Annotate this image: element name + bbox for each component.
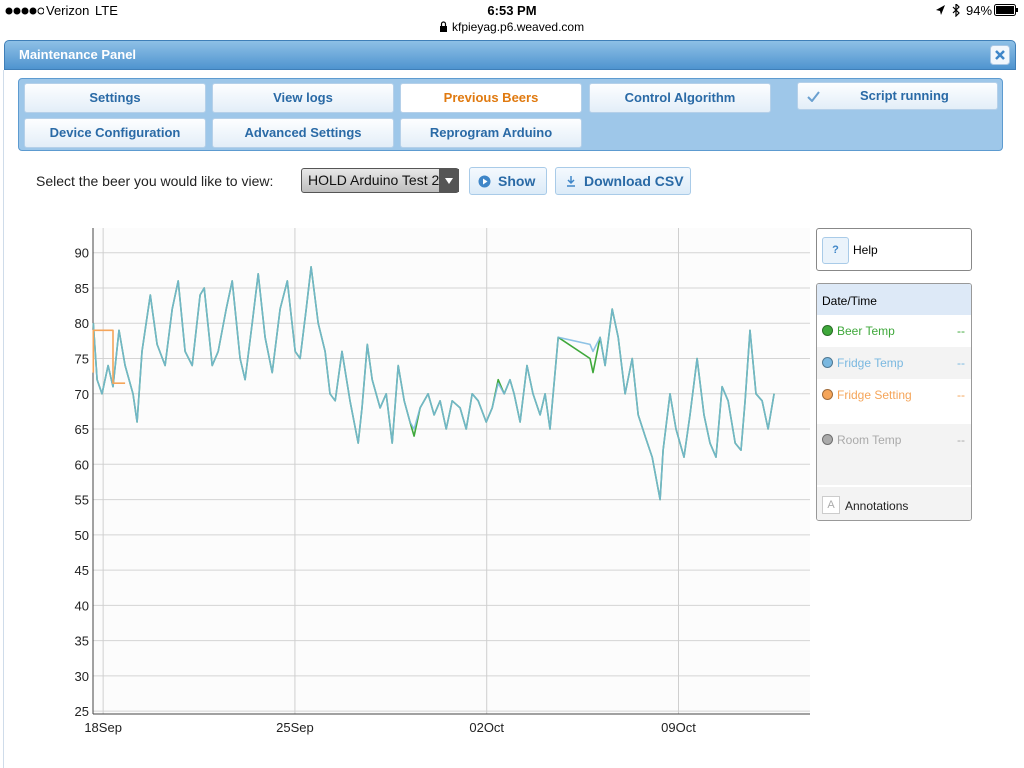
- legend-readout: --: [957, 433, 965, 447]
- tab[interactable]: Previous Beers: [400, 83, 582, 113]
- download-icon: [567, 176, 575, 187]
- script-status: Script running: [797, 82, 998, 110]
- legend-swatch: [822, 357, 833, 368]
- tab[interactable]: Settings: [24, 83, 206, 113]
- status-icons: [936, 4, 960, 17]
- battery-icon: [994, 4, 1018, 16]
- y-tick-label: 30: [75, 669, 89, 684]
- y-tick-label: 65: [75, 422, 89, 437]
- legend-header-text: Date/Time: [822, 294, 877, 308]
- legend-swatch: [822, 389, 833, 400]
- tab[interactable]: Reprogram Arduino: [400, 118, 582, 148]
- series-line: [92, 266, 775, 501]
- show-button[interactable]: Show: [469, 167, 547, 195]
- y-tick-label: 60: [75, 457, 89, 472]
- y-tick-label: 90: [75, 246, 89, 261]
- legend-header: Date/Time: [817, 284, 971, 315]
- lock-icon: [440, 21, 447, 32]
- legend-label: Room Temp: [837, 433, 902, 447]
- show-label: Show: [498, 173, 536, 189]
- network: LTE: [95, 3, 118, 18]
- dropdown-arrow: [439, 169, 459, 192]
- page-border: [3, 70, 4, 768]
- y-tick-label: 75: [75, 351, 89, 366]
- annotation-icon: A: [822, 496, 840, 514]
- y-tick-label: 55: [75, 493, 89, 508]
- legend-entry[interactable]: Fridge Temp --: [817, 347, 971, 379]
- check-icon: [807, 91, 820, 102]
- clock: 6:53 PM: [487, 3, 537, 18]
- battery-level: 94%: [966, 3, 993, 18]
- legend-swatch: [822, 434, 833, 445]
- download-label: Download CSV: [584, 173, 684, 189]
- annotations-row[interactable]: A Annotations: [817, 487, 971, 520]
- legend-label: Fridge Setting: [837, 388, 912, 402]
- series-line: [92, 329, 126, 384]
- legend-entry[interactable]: Room Temp --: [817, 424, 971, 455]
- download-button[interactable]: Download CSV: [555, 167, 691, 195]
- legend-label: Beer Temp: [837, 324, 895, 338]
- tab[interactable]: View logs: [212, 83, 394, 113]
- url[interactable]: kfpieyag.p6.weaved.com: [452, 20, 585, 34]
- y-tick-label: 45: [75, 563, 89, 578]
- y-tick-label: 40: [75, 598, 89, 613]
- help-box[interactable]: ? Help: [816, 228, 972, 271]
- signal-icon: [5, 7, 44, 15]
- x-tick-label: 09Oct: [661, 720, 696, 735]
- play-icon: [478, 175, 491, 188]
- legend-spacer: [817, 455, 971, 485]
- y-tick-label: 85: [75, 281, 89, 296]
- help-icon: ?: [822, 237, 849, 264]
- tab-bar: Settings View logs Previous Beers Contro…: [18, 78, 1003, 151]
- beer-select-value: HOLD Arduino Test 2: [308, 172, 440, 188]
- annotations-label: Annotations: [845, 499, 909, 513]
- tab[interactable]: Advanced Settings: [212, 118, 394, 148]
- legend-readout: --: [957, 324, 965, 338]
- tab[interactable]: Device Configuration: [24, 118, 206, 148]
- legend-readout: --: [957, 356, 965, 370]
- select-label: Select the beer you would like to view:: [36, 173, 274, 189]
- plot-area: [93, 228, 810, 714]
- legend-swatch: [822, 325, 833, 336]
- script-status-text: Script running: [860, 88, 949, 103]
- y-tick-label: 80: [75, 316, 89, 331]
- carrier: Verizon: [46, 3, 90, 18]
- y-tick-label: 35: [75, 634, 89, 649]
- legend: Date/Time A Annotations Beer Temp -- Fridg…: [816, 283, 972, 521]
- x-tick-label: 18Sep: [84, 720, 122, 735]
- legend-label: Fridge Temp: [837, 356, 904, 370]
- chart: 25 30 35 40 45 50 55 60 65 70 75 80 85 90 18Sep 25Sep 02…: [75, 228, 810, 735]
- panel-title: Maintenance Panel: [19, 47, 137, 62]
- beer-select[interactable]: HOLD Arduino Test 2: [301, 168, 459, 193]
- help-label: Help: [853, 243, 878, 257]
- y-tick-label: 25: [75, 704, 89, 719]
- x-tick-label: 25Sep: [276, 720, 314, 735]
- y-tick-label: 50: [75, 528, 89, 543]
- tab[interactable]: Control Algorithm: [589, 83, 771, 113]
- legend-entry[interactable]: Beer Temp --: [817, 315, 971, 347]
- x-tick-label: 02Oct: [469, 720, 504, 735]
- panel-header: Maintenance Panel: [4, 40, 1016, 70]
- legend-readout: --: [957, 388, 965, 402]
- close-button[interactable]: [990, 45, 1010, 65]
- legend-entry[interactable]: Fridge Setting --: [817, 379, 971, 424]
- y-tick-label: 70: [75, 387, 89, 402]
- status-bar: Verizon LTE 6:53 PM kfpieyag.p6.weaved.c…: [0, 0, 1024, 38]
